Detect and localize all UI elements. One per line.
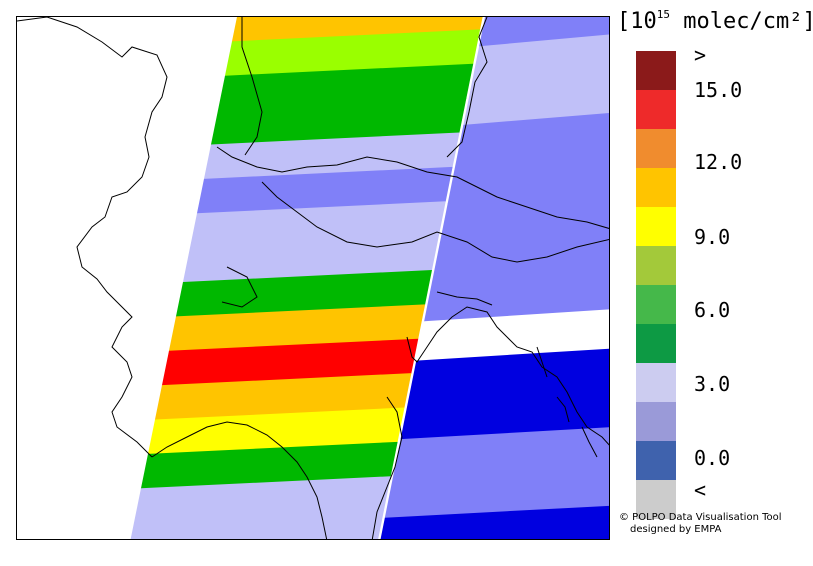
swath-band	[471, 34, 609, 87]
swath-band	[140, 441, 398, 489]
swath-band	[424, 270, 609, 322]
swath-band	[224, 29, 481, 77]
legend-label-9: 9.0	[694, 225, 731, 249]
legend-swatch	[636, 441, 676, 480]
legend-swatch	[636, 168, 676, 207]
legend-swatch	[636, 246, 676, 285]
legend-title-exponent: 15	[656, 8, 670, 21]
legend-swatch	[636, 402, 676, 441]
left-satellite-swath	[130, 17, 483, 539]
legend-label-15: 15.0	[694, 78, 743, 102]
swath-band	[231, 17, 483, 42]
country-borders	[17, 17, 609, 539]
swath-band	[168, 304, 426, 352]
swath-band	[210, 98, 467, 145]
right-satellite-swath	[380, 17, 609, 539]
swath-band	[479, 17, 609, 47]
legend-swatch	[636, 90, 676, 129]
column-density-map	[17, 17, 609, 539]
legend-label-3: 3.0	[694, 372, 731, 396]
legend-swatch	[636, 480, 676, 519]
swath-band	[130, 510, 384, 539]
swath-band	[182, 235, 439, 283]
swath-band	[196, 166, 453, 214]
legend-label-below: <	[694, 478, 707, 502]
legend-title-prefix: [10	[617, 9, 657, 34]
swath-band	[455, 113, 609, 165]
swath-band	[133, 476, 391, 524]
legend-label-above: >	[694, 43, 707, 67]
legend-swatch	[636, 51, 676, 90]
swath-band	[380, 505, 609, 539]
legend-title: [1015 molec/cm²]	[617, 8, 813, 34]
swath-band	[161, 338, 419, 386]
legend-title-unit: molec/cm²]	[670, 9, 813, 34]
swath-band	[384, 466, 609, 519]
swath-band	[189, 201, 446, 249]
swath-band	[447, 152, 609, 204]
legend-swatch	[636, 324, 676, 363]
legend-swatch	[636, 363, 676, 402]
swath-band	[392, 427, 609, 479]
swath-band	[175, 270, 432, 317]
swath-band	[439, 191, 609, 244]
swath-band	[154, 373, 412, 420]
credit-line-2: designed by EMPA	[630, 524, 722, 535]
legend-swatch	[636, 207, 676, 246]
swath-band	[416, 309, 609, 362]
swath-band	[463, 73, 609, 126]
swath-band	[408, 348, 609, 401]
swath-band	[147, 407, 405, 455]
swath-band	[400, 387, 609, 440]
legend-label-6: 6.0	[694, 298, 731, 322]
swath-band	[203, 132, 460, 180]
swath-band	[431, 230, 609, 283]
legend-swatch	[636, 285, 676, 324]
legend-label-0: 0.0	[694, 446, 731, 470]
map-panel	[16, 16, 610, 540]
swath-band	[217, 63, 474, 111]
color-legend	[636, 51, 676, 519]
legend-label-12: 12.0	[694, 150, 743, 174]
credit-line-1: © POLPO Data Visualisation Tool	[619, 512, 782, 523]
legend-swatch	[636, 129, 676, 168]
